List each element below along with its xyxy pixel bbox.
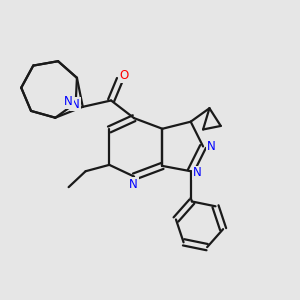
Text: O: O [119, 69, 129, 82]
Text: N: N [193, 167, 201, 179]
Text: N: N [129, 178, 138, 191]
Text: N: N [206, 140, 215, 153]
Text: N: N [64, 95, 73, 108]
Text: N: N [71, 98, 80, 110]
